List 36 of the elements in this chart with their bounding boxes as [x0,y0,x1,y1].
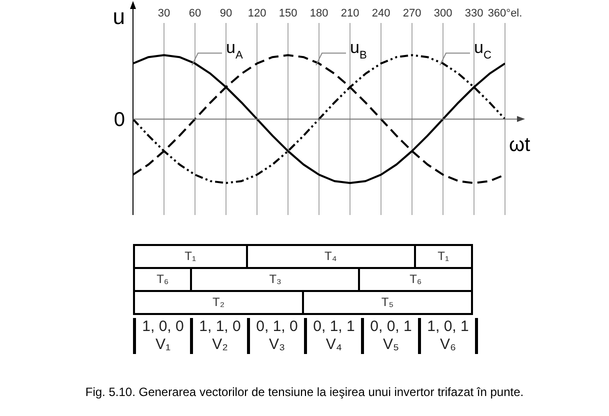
text: T₂ [133,292,302,313]
text: V₆ [440,336,456,353]
x-tick-label: 90 [220,8,232,20]
text: 0, 1, 1 [313,318,355,335]
x-tick-label: 30 [158,8,170,20]
text: T₆ [358,269,473,290]
x-tick-label: 240 [372,8,390,20]
text: T₁ [133,246,246,267]
x-tick-label: 150 [278,8,298,20]
x-tick-label: 360°el. [488,8,522,20]
text: T₆ [133,269,190,290]
text: V₃ [268,336,286,353]
text: T₅ [302,292,473,313]
text: 1, 1, 0 [199,318,241,335]
x-tick-label: 60 [188,8,202,20]
x-tick-label: 300 [434,8,452,20]
text: V₁ [155,336,171,353]
x-tick-label: 270 [402,8,422,20]
text: V₅ [382,336,400,353]
text: V₂ [212,336,228,353]
text: T₄ [246,246,414,267]
x-tick-label: 120 [248,8,266,20]
text: 0, 1, 0 [256,318,298,335]
text: 0, 0, 1 [370,318,412,335]
text: T₃ [190,269,358,290]
text: 1, 0, 0 [142,318,184,335]
x-axis-title: ωt [509,134,531,156]
x-tick-label: 180 [310,8,328,20]
x-tick-label: 330 [464,8,484,20]
text: T₁ [414,246,473,267]
text: 1, 0, 1 [427,318,469,335]
y-axis-title: u [112,4,126,29]
text: V₄ [326,336,342,353]
caption: Fig. 5.10. Generarea vectorilor de tensiune la ieşirea unui invertor trifazat în punte. [84,385,525,399]
ref-line-label: 0 [114,109,125,132]
x-tick-label: 210 [340,8,360,20]
